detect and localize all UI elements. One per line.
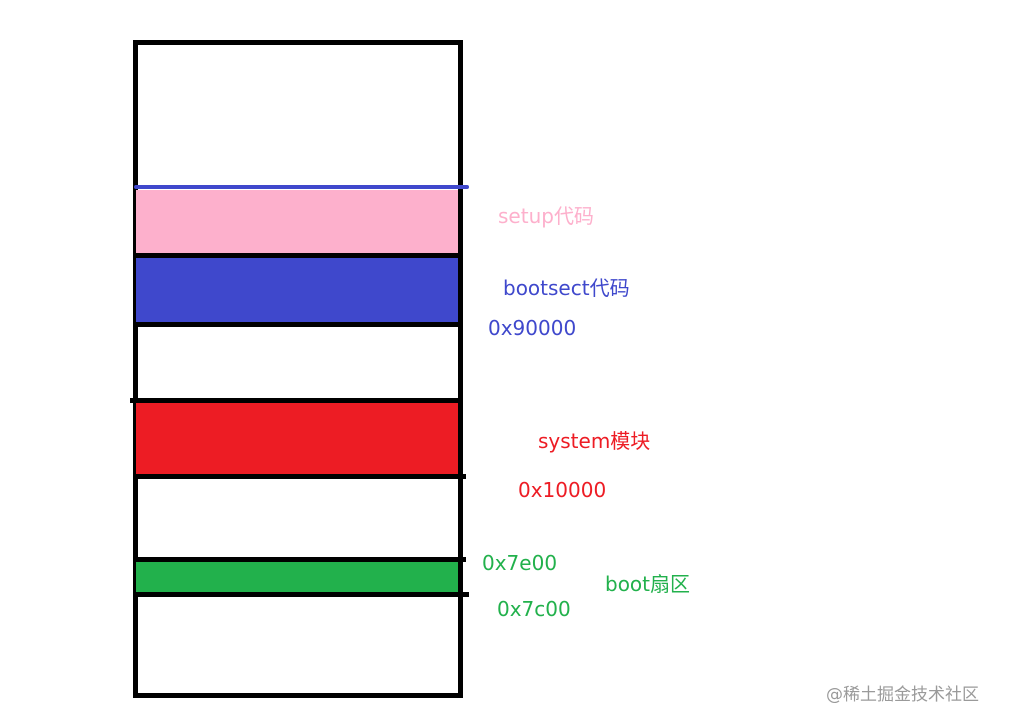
divider-line xyxy=(136,474,466,479)
address-0x90000: 0x90000 xyxy=(488,316,577,340)
boot-sector-region xyxy=(136,562,458,592)
memory-layout-box xyxy=(133,40,463,698)
bootsect-label: bootsect代码 xyxy=(503,276,630,300)
bootsect-region xyxy=(136,258,458,322)
system-label: system模块 xyxy=(538,429,651,453)
divider-line xyxy=(136,322,462,327)
divider-line xyxy=(136,592,469,597)
divider-line xyxy=(136,557,466,562)
setup-region xyxy=(136,190,458,254)
address-0x7e00: 0x7e00 xyxy=(482,551,558,575)
divider-line xyxy=(130,398,462,403)
setup-top-line xyxy=(134,185,469,189)
boot-sector-label: boot扇区 xyxy=(605,572,691,596)
address-0x7c00: 0x7c00 xyxy=(497,597,571,621)
divider-line xyxy=(136,253,462,258)
setup-label: setup代码 xyxy=(498,204,594,228)
watermark: @稀土掘金技术社区 xyxy=(826,685,979,705)
system-region xyxy=(136,403,458,474)
address-0x10000: 0x10000 xyxy=(518,478,607,502)
